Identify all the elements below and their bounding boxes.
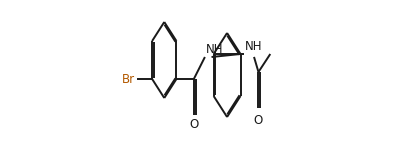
Text: NH: NH — [206, 42, 223, 56]
Text: Br: Br — [122, 72, 135, 86]
Text: O: O — [189, 118, 199, 132]
Text: NH: NH — [244, 40, 262, 52]
Text: O: O — [254, 113, 263, 127]
